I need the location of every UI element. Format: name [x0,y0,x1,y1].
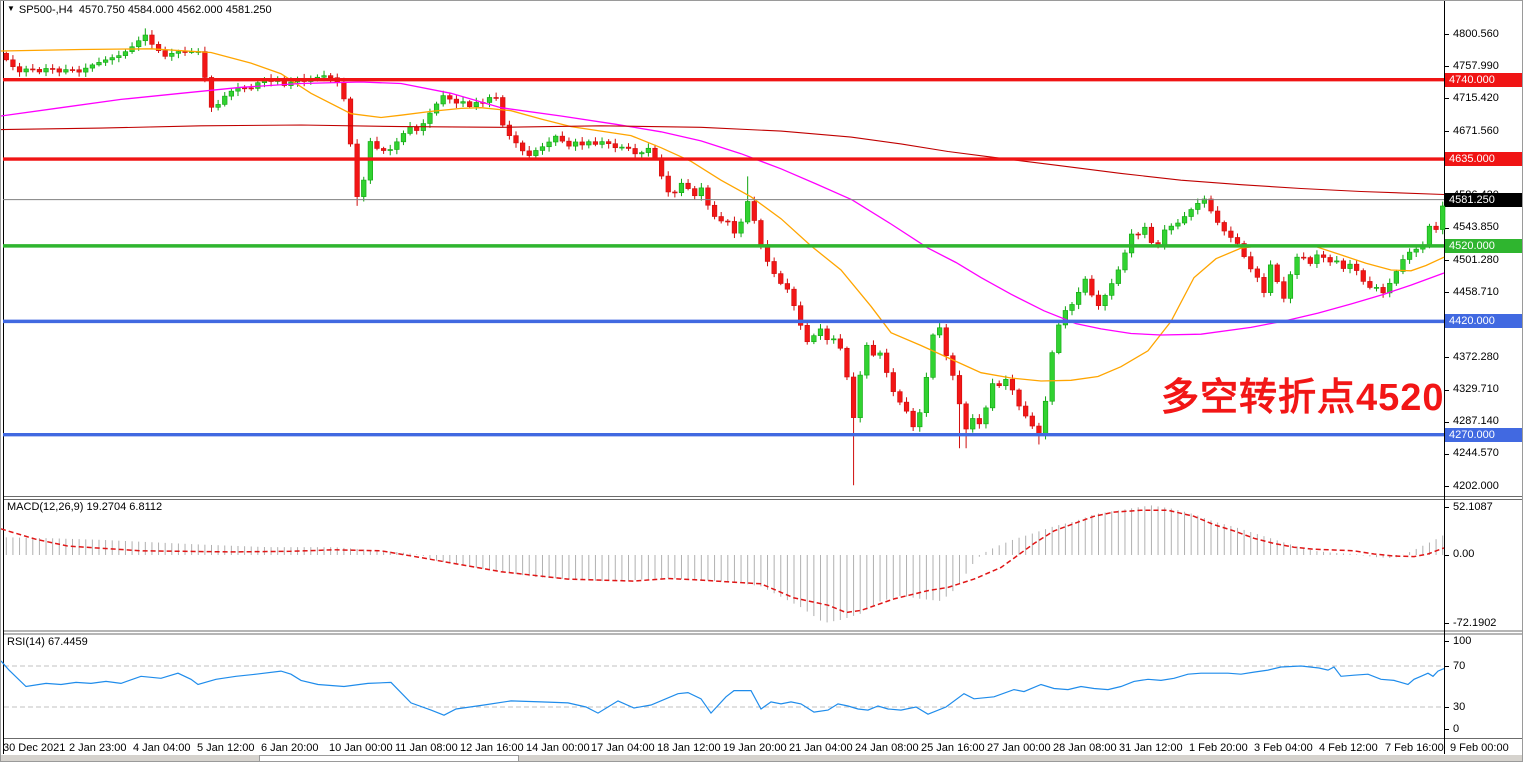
time-label: 11 Jan 08:00 [395,742,458,754]
time-label: 7 Feb 16:00 [1385,742,1444,754]
rsi-tick: 0 [1453,722,1460,735]
level-price-tag: 4270.000 [1445,427,1522,442]
time-label: 10 Jan 00:00 [329,742,393,754]
time-label: 3 Feb 04:00 [1254,742,1313,754]
macd-tick: -72.1902 [1453,616,1497,629]
tick-mark [1445,707,1449,708]
time-label: 9 Feb 00:00 [1450,742,1509,754]
time-label: 4 Feb 12:00 [1319,742,1378,754]
time-label: 17 Jan 04:00 [591,742,655,754]
tick-mark [1445,227,1449,229]
tick-mark [1445,292,1449,294]
ohlc-high: 4584.000 [127,4,174,16]
rsi-tick: 30 [1453,700,1466,713]
time-label: 25 Jan 16:00 [921,742,985,754]
price-tick: 4372.280 [1453,350,1499,363]
time-label: 1 Feb 20:00 [1189,742,1248,754]
level-price-tag: 4635.000 [1445,152,1522,167]
pivot-annotation: 多空转折点4520 [1161,377,1445,419]
time-label: 27 Jan 00:00 [987,742,1051,754]
tick-mark [1445,507,1449,508]
tick-mark [1445,623,1449,624]
time-label: 24 Jan 08:00 [855,742,919,754]
tick-mark [1445,641,1449,642]
tick-mark [1445,486,1449,487]
current-price-tag: 4581.250 [1445,192,1522,207]
price-tick: 4800.560 [1453,27,1499,40]
tick-mark [1445,34,1449,35]
time-label: 4 Jan 04:00 [133,742,191,754]
ohlc-low: 4562.000 [176,4,223,16]
time-label: 19 Jan 20:00 [723,742,787,754]
time-label: 2 Jan 23:00 [69,742,127,754]
chart-title: ▼ SP500-,H4 4570.750 4584.000 4562.000 45… [7,4,272,16]
tick-mark [1445,66,1449,68]
price-tick: 4458.710 [1453,285,1499,298]
symbol-label: SP500-,H4 [18,4,73,16]
tick-mark [1445,98,1449,100]
macd-tick: 52.1087 [1453,500,1493,513]
tick-mark [1445,453,1449,455]
macd-tick: 0.00 [1453,548,1475,561]
time-label: 12 Jan 16:00 [460,742,524,754]
tick-mark [1445,389,1449,391]
tick-mark [1445,421,1449,423]
tick-mark [1445,131,1449,133]
horizontal-scrollbar[interactable] [1,755,1522,761]
time-label: 14 Jan 00:00 [526,742,590,754]
time-label: 5 Jan 12:00 [197,742,255,754]
scrollbar-thumb[interactable] [259,755,519,761]
macd-indicator-label: MACD(12,26,9) 19.2704 6.8112 [7,501,163,513]
level-price-tag: 4740.000 [1445,72,1522,87]
level-price-tag: 4520.000 [1445,238,1522,253]
price-tick: 4501.280 [1453,253,1499,266]
tick-mark [1445,357,1449,359]
ohlc-close: 4581.250 [225,4,272,16]
symbol-dropdown-icon[interactable]: ▼ [7,4,15,13]
rsi-indicator-label: RSI(14) 67.4459 [7,636,88,648]
rsi-tick: 100 [1453,634,1472,647]
price-tick: 4543.850 [1453,221,1499,234]
time-label: 6 Jan 20:00 [261,742,319,754]
time-label: 30 Dec 2021 [3,742,66,754]
time-label: 18 Jan 12:00 [657,742,721,754]
price-tick: 4715.420 [1453,91,1499,104]
price-tick: 4202.000 [1453,479,1499,492]
time-label: 28 Jan 08:00 [1053,742,1117,754]
time-label: 31 Jan 12:00 [1119,742,1183,754]
price-tick: 4757.990 [1453,59,1499,72]
price-tick: 4244.570 [1453,447,1499,460]
ohlc-open: 4570.750 [78,4,125,16]
price-tick: 4671.560 [1453,124,1499,137]
level-price-tag: 4420.000 [1445,314,1522,329]
rsi-tick: 70 [1453,659,1466,672]
tick-mark [1445,666,1449,667]
time-label: 21 Jan 04:00 [789,742,853,754]
price-tick: 4329.710 [1453,383,1499,396]
tick-mark [1445,729,1449,730]
tick-mark [1445,260,1449,261]
price-tick: 4287.140 [1453,415,1499,428]
tick-mark [1445,554,1449,556]
